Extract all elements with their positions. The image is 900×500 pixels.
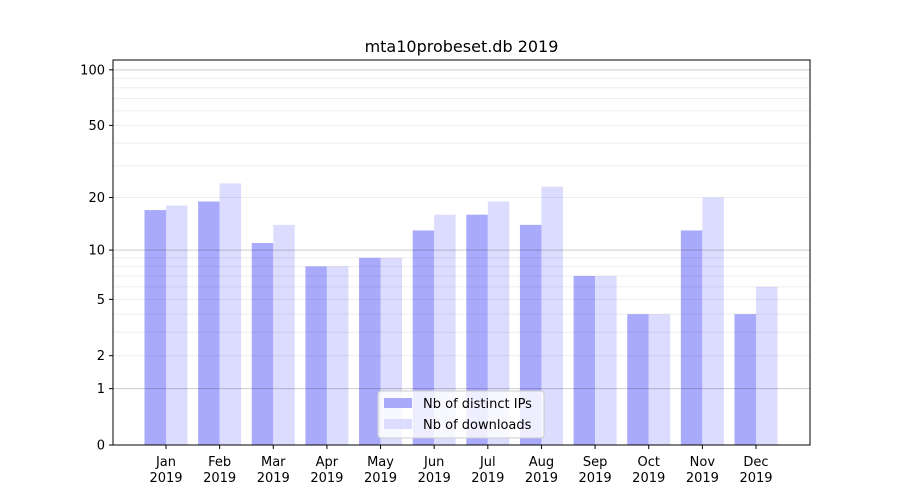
x-tick-label: Jul 2019 (471, 455, 504, 486)
y-tick-label: 5 (97, 293, 105, 308)
bar-distinct-ips (734, 314, 756, 445)
bar-downloads (434, 214, 456, 445)
y-tick-label: 100 (80, 63, 105, 78)
x-tick-label: Jun 2019 (418, 455, 451, 486)
legend-swatch (384, 398, 412, 408)
y-tick-label: 20 (88, 191, 105, 206)
x-tick-label: Apr 2019 (310, 455, 343, 486)
bar-distinct-ips (627, 314, 649, 445)
grid-lines-overlay (113, 69, 810, 390)
bar-downloads (541, 186, 563, 446)
plot-frame (112, 59, 811, 446)
x-tick-label: Mar 2019 (257, 455, 290, 486)
y-tick-label: 2 (97, 349, 105, 364)
bar-distinct-ips (680, 230, 703, 445)
bar-distinct-ips (144, 210, 166, 445)
bar-distinct-ips (198, 201, 220, 445)
y-tick-label: 10 (88, 244, 105, 259)
x-tick-label: Oct 2019 (632, 455, 665, 486)
bar-distinct-ips (573, 275, 596, 445)
y-tick-label: 0 (97, 439, 105, 454)
y-axis: 0 1 2 5 10 20 50 100 (80, 63, 113, 454)
x-tick-label: Nov 2019 (686, 455, 719, 486)
bar-distinct-ips (359, 257, 381, 445)
legend-box (377, 390, 545, 439)
bar-distinct-ips (519, 224, 542, 445)
legend: Nb of distinct IPs Nb of downloads (377, 390, 545, 439)
x-tick-label: Dec 2019 (739, 455, 772, 486)
legend-label: Nb of distinct IPs (423, 397, 532, 412)
x-tick-label: May 2019 (364, 455, 397, 486)
bar-distinct-ips (466, 214, 488, 445)
x-tick-label: Feb 2019 (203, 455, 236, 486)
x-axis: Jan 2019 Feb 2019 Mar 2019 Apr 2019 May 2019 Jun 20… (149, 445, 773, 486)
bar-downloads (487, 201, 510, 445)
bar-downloads (756, 286, 778, 445)
bar-downloads (702, 197, 724, 445)
bar-downloads (326, 266, 349, 445)
y-tick-label: 1 (97, 382, 105, 397)
x-tick-label: Aug 2019 (525, 455, 558, 486)
x-tick-label: Jan 2019 (149, 455, 182, 486)
bars (144, 183, 778, 446)
bar-downloads (648, 314, 671, 445)
chart-title: mta10probeset.db 2019 (365, 37, 559, 56)
legend-label: Nb of downloads (423, 418, 532, 433)
y-tick-label: 50 (88, 119, 105, 134)
x-tick-label: Sep 2019 (579, 455, 612, 486)
legend-swatch (384, 419, 412, 429)
bar-downloads (166, 205, 188, 445)
bar-downloads (595, 275, 617, 445)
bar-distinct-ips (251, 243, 274, 445)
bar-downloads (219, 183, 242, 445)
bar-downloads (273, 224, 295, 445)
bar-distinct-ips (305, 266, 327, 445)
